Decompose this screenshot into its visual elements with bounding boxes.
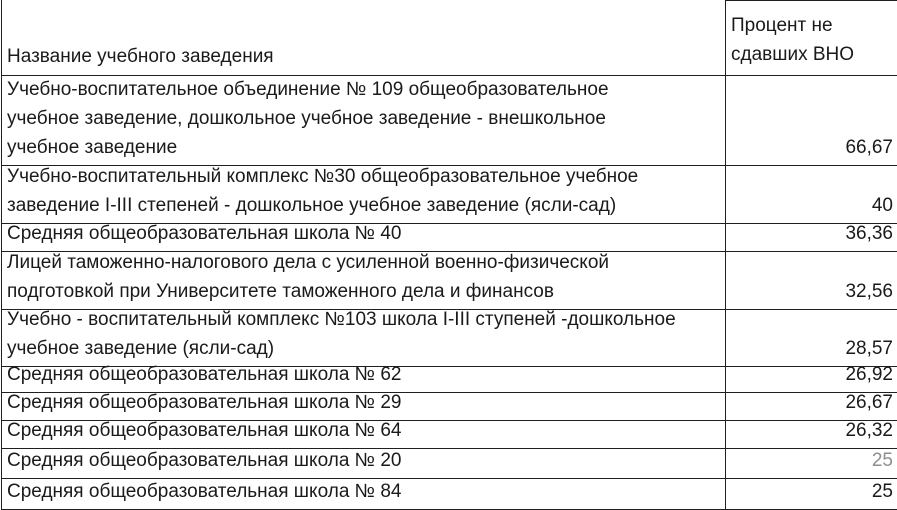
cell-percent-value[interactable]: 28,57 <box>726 310 897 367</box>
cell-school-name[interactable]: Учебно - воспитательный комплекс №103 шк… <box>1 309 726 367</box>
cell-school-name[interactable]: Лицей таможенно-налогового дела с усилен… <box>1 252 726 310</box>
cell-school-name[interactable]: Учебно-воспитательное объединение № 109 … <box>1 76 726 166</box>
column-header-school-name[interactable]: Название учебного заведения <box>1 0 726 76</box>
cell-percent-value[interactable]: 66,67 <box>726 76 897 166</box>
cell-school-name[interactable]: Средняя общеобразовательная школа № 84 <box>1 479 726 510</box>
column-header-percent-failed[interactable]: Процент не сдавших ВНО <box>726 0 897 76</box>
cell-percent-value[interactable]: 26,32 <box>726 420 897 449</box>
cell-percent-value[interactable]: 26,67 <box>726 392 897 421</box>
cell-school-name[interactable]: Средняя общеобразовательная школа № 40 <box>1 223 726 252</box>
cell-school-name[interactable]: Средняя общеобразовательная школа № 29 <box>1 392 726 421</box>
cell-school-name[interactable]: Средняя общеобразовательная школа № 64 <box>1 420 726 449</box>
cell-school-name[interactable]: Учебно-воспитательный комплекс №30 общео… <box>1 166 726 224</box>
cell-school-name[interactable]: Средняя общеобразовательная школа № 20 <box>1 449 726 479</box>
cell-school-name[interactable]: Средняя общеобразовательная школа № 62 <box>1 364 726 393</box>
cell-percent-value[interactable]: 36,36 <box>726 223 897 252</box>
cell-percent-value[interactable]: 25 <box>726 479 897 510</box>
cell-percent-value[interactable]: 32,56 <box>726 252 897 310</box>
cell-percent-value[interactable]: 40 <box>726 166 897 224</box>
cell-percent-value[interactable]: 26,92 <box>726 364 897 393</box>
cell-percent-value-muted[interactable]: 25 <box>726 449 897 479</box>
